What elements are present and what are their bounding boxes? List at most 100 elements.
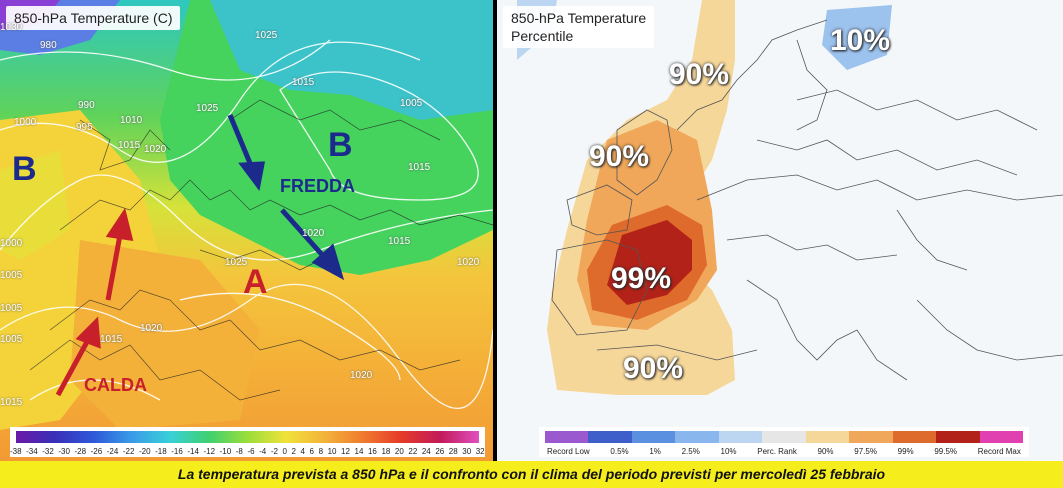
cold-flow-arrows: [227, 114, 345, 281]
colorbar-tick: 90%: [817, 447, 834, 456]
colorbar-tick: -4: [259, 447, 267, 456]
colorbar-tick: -32: [42, 447, 54, 456]
percentile-colorbar: Record Low 0.5% 1% 2.5% 10% Perc. Rank 90% 97.5…: [539, 427, 1029, 457]
colorbar-swatch: [762, 431, 806, 443]
isobar-label: 1015: [100, 334, 123, 345]
right-map-title-line1: 850-hPa Temperature: [511, 10, 647, 26]
colorbar-tick: 8: [318, 447, 324, 456]
colorbar-tick: 30: [462, 447, 472, 456]
colorbar-tick: Record Max: [977, 447, 1021, 456]
colorbar-tick: 0.5%: [610, 447, 629, 456]
percentile-map: [517, 0, 1063, 395]
temperature-map: [0, 0, 493, 461]
colorbar-swatch: [892, 431, 937, 443]
isobar-label: 980: [40, 40, 57, 51]
low-pressure-label-north: B: [328, 126, 353, 164]
colorbar-tick: 2.5%: [681, 447, 700, 456]
colorbar-tick-labels: -38 -34 -32 -30 -28 -26 -24 -22 -20 -18 -16 -14 -12-…: [10, 447, 485, 456]
isobar-label: 1020: [457, 257, 480, 268]
isobar-label: 1010: [120, 115, 143, 126]
isobar-label: 1020: [144, 144, 167, 155]
colorbar-tick: Record Low: [547, 447, 590, 456]
isobar-label: 1020: [140, 323, 163, 334]
percentile-map-panel: 850-hPa Temperature Percentile 90% 90% 9…: [497, 0, 1063, 461]
isobar-label: 1005: [0, 303, 23, 314]
colorbar-tick: 32: [475, 447, 485, 456]
colorbar-tick: -16: [171, 447, 183, 456]
percentile-label-scandinavia: 10%: [830, 24, 891, 57]
colorbar-tick: -26: [90, 447, 103, 456]
colorbar-swatch: [545, 431, 589, 443]
colorbar-swatch: [979, 431, 1023, 443]
colorbar-tick: -10: [219, 447, 232, 456]
isobar-label: 995: [76, 122, 93, 133]
colorbar-tick-labels: Record Low 0.5% 1% 2.5% 10% Perc. Rank 90% 97.5…: [547, 447, 1021, 456]
isobar-label: 1005: [0, 270, 23, 281]
colorbar-tick: 28: [448, 447, 458, 456]
isobar-label: 1015: [0, 397, 23, 408]
colorbar-tick: -14: [187, 447, 199, 456]
percentile-label-iberia: 99%: [611, 262, 672, 295]
colorbar-tick: 26: [435, 447, 445, 456]
colorbar-tick: -34: [26, 447, 38, 456]
isobar-label: 1015: [408, 162, 431, 173]
colorbar-tick: 1%: [649, 447, 661, 456]
isobar-label: 1025: [225, 257, 248, 268]
colorbar-tick: 16: [367, 447, 377, 456]
warm-air-label: CALDA: [84, 375, 147, 395]
colorbar-tick: 12: [341, 447, 350, 456]
colorbar-tick: -38: [10, 447, 22, 456]
warm-flow-arrows: [55, 207, 134, 397]
colorbar-tick: -30: [58, 447, 70, 456]
isobar-label: 1005: [400, 98, 423, 109]
isobar-label: 1015: [292, 77, 315, 88]
colorbar-tick: 24: [421, 447, 431, 456]
colorbar-tick: 10: [327, 447, 337, 456]
isobar-label: 1000: [14, 117, 37, 128]
right-map-title: 850-hPa Temperature Percentile: [503, 6, 655, 48]
colorbar-tick: 6: [309, 447, 314, 456]
colorbar-tick: 20: [394, 447, 404, 456]
colorbar-tick: 18: [381, 447, 391, 456]
colorbar-swatch: [718, 431, 763, 443]
isobar-label: 1020: [350, 370, 373, 381]
high-pressure-label: A: [243, 263, 268, 301]
colorbar-tick: -18: [155, 447, 167, 456]
colorbar-tick: 0: [282, 447, 287, 456]
isobar-label: 990: [78, 100, 95, 111]
isobar-label: 1000: [0, 238, 23, 249]
percentile-label-north-sea: 90%: [669, 58, 730, 91]
colorbar-tick: 22: [408, 447, 418, 456]
caption: La temperatura prevista a 850 hPa e il c…: [0, 461, 1063, 488]
colorbar-tick: -2: [270, 447, 278, 456]
colorbar-tick: 2: [291, 447, 296, 456]
colorbar-tick: 14: [354, 447, 364, 456]
colorbar-tick: 10%: [720, 447, 737, 456]
colorbar-tick: -28: [74, 447, 87, 456]
percentile-label-uk: 90%: [589, 140, 650, 173]
temperature-map-panel: 850-hPa Temperature (C) 1030 980 990 995…: [0, 0, 493, 461]
colorbar-tick: 99.5%: [934, 447, 958, 456]
colorbar-tick: -20: [139, 447, 151, 456]
colorbar-swatch: [936, 431, 980, 443]
temperature-colorbar: -38 -34 -32 -30 -28 -26 -24 -22 -20 -18 -16 -14 -12-…: [10, 427, 485, 457]
isobar-label: 1015: [118, 140, 141, 151]
cold-air-label: FREDDA: [280, 176, 355, 196]
colorbar-tick: -22: [122, 447, 135, 456]
colorbar-swatch: [805, 431, 850, 443]
colorbar-tick: -12: [203, 447, 216, 456]
percentile-label-mediterranean: 90%: [623, 352, 684, 385]
isobar-label: 1020: [302, 228, 325, 239]
colorbar-tick: 99%: [897, 447, 914, 456]
isobar-label: 1025: [255, 30, 278, 41]
isobar-label: 1005: [0, 334, 23, 345]
colorbar-swatch: [849, 431, 893, 443]
low-pressure-label-west: B: [12, 150, 37, 188]
colorbar-tick: 97.5%: [854, 447, 877, 456]
colorbar-tick: -24: [106, 447, 119, 456]
colorbar-tick: -6: [247, 447, 255, 456]
colorbar-swatch: [588, 431, 632, 443]
colorbar-tick: Perc. Rank: [757, 447, 797, 456]
colorbar-tick: 4: [300, 447, 305, 456]
isobar-label: 1030: [0, 22, 23, 33]
